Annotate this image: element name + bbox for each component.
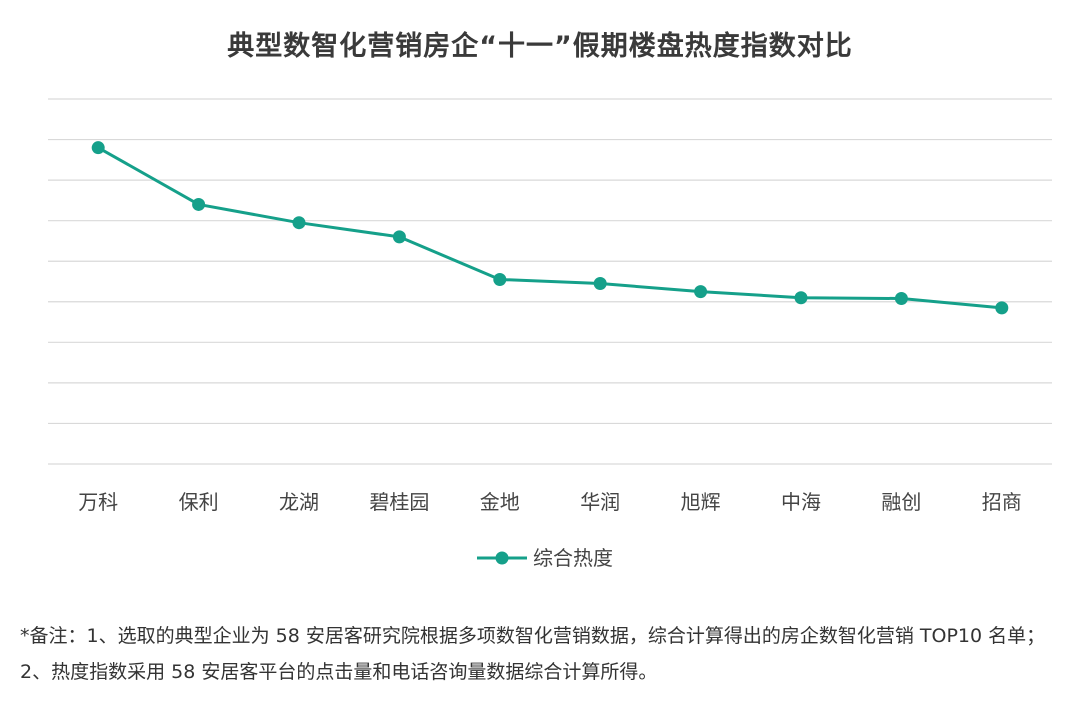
data-point (894, 292, 908, 306)
data-point (995, 301, 1009, 315)
legend: 综合热度 (477, 546, 613, 570)
x-tick-label: 旭辉 (681, 490, 721, 514)
x-axis-tick-labels: 万科 保利 龙湖 碧桂园 金地 华润 旭辉 中海 融创 招商 (78, 490, 1022, 514)
series-group (91, 141, 1009, 315)
x-tick-label: 招商 (982, 490, 1022, 514)
x-tick-label: 龙湖 (279, 490, 319, 514)
chart-title: 典型数智化营销房企“十一”假期楼盘热度指数对比 (227, 31, 853, 62)
data-point (593, 277, 607, 291)
x-tick-label: 万科 (78, 490, 118, 514)
data-point (493, 272, 507, 286)
x-tick-label: 融创 (881, 490, 921, 514)
legend-dot-marker (495, 551, 509, 565)
gridlines (48, 98, 1052, 465)
x-tick-label: 保利 (179, 490, 219, 514)
x-tick-label: 华润 (580, 490, 620, 514)
data-point (794, 291, 808, 305)
data-point (292, 216, 306, 230)
legend-label: 综合热度 (533, 546, 613, 570)
data-point (91, 141, 105, 155)
data-point (392, 230, 406, 244)
data-point (694, 285, 708, 299)
footnote: *备注：1、选取的典型企业为 58 安居客研究院根据多项数智化营销数据，综合计算… (20, 625, 1046, 683)
series-line (97, 146, 1002, 310)
x-tick-label: 中海 (781, 490, 821, 514)
x-tick-label: 金地 (480, 490, 520, 514)
x-tick-label: 碧桂园 (369, 490, 429, 514)
data-point (192, 197, 206, 211)
